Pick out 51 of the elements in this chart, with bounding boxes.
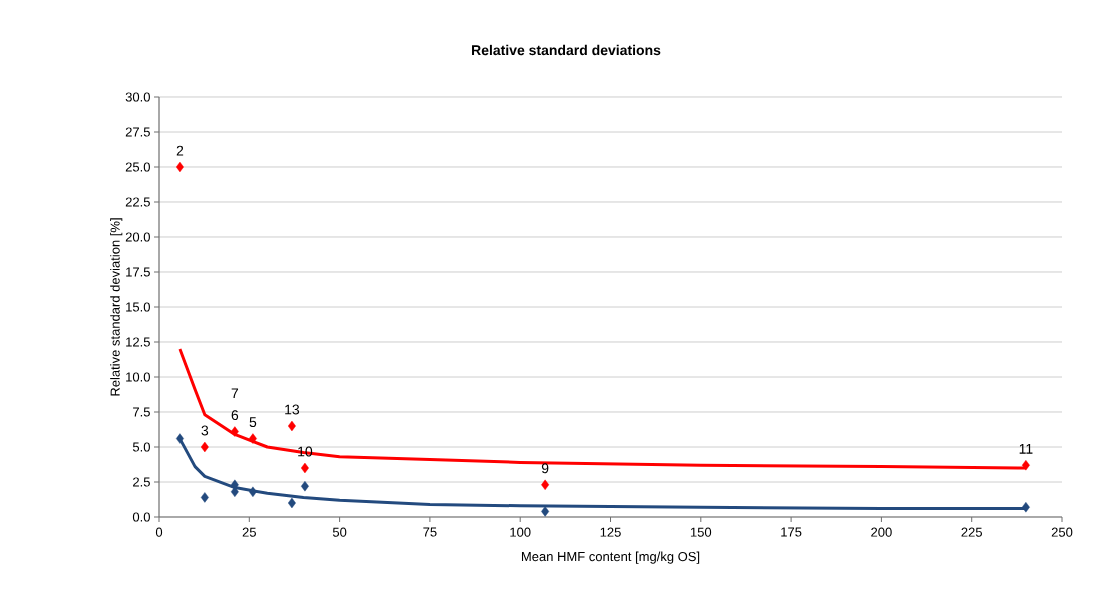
annotation: 11 [1019,444,1033,454]
x-tick-label: 125 [600,527,621,537]
x-tick-label: 25 [242,527,256,537]
annotation: 7 [231,388,239,399]
x-tick-label: 250 [1051,527,1073,537]
point [300,462,309,474]
y-tick-label: 2.5 [133,477,150,487]
annotation: 13 [285,404,300,415]
y-tick-label: 10.0 [126,372,150,382]
annotation: 9 [541,463,549,474]
point [248,433,257,444]
x-tick-label: 0 [155,527,163,537]
annotation: 6 [231,410,239,421]
annotation: 10 [298,446,313,457]
y-tick-label: 27.5 [125,127,150,137]
y-tick-label: 30.0 [125,92,150,102]
x-tick-label: 50 [332,527,347,537]
annotation: 5 [249,417,257,428]
x-tick-label: 200 [871,527,892,537]
chart-title: Relative standard deviations [472,44,661,56]
point [541,506,550,517]
point [230,479,239,490]
y-tick-label: 22.5 [125,197,150,207]
y-tick-label: 5.0 [132,442,150,452]
x-tick-label: 100 [510,527,531,537]
point [200,441,209,453]
point [248,486,257,497]
point [541,479,550,490]
x-tick-label: 75 [423,527,437,537]
y-tick-label: 20.0 [125,232,150,242]
y-tick-label: 25.0 [125,162,150,172]
annotation: 2 [176,145,184,156]
y-tick-label: 7.5 [133,407,150,417]
point [200,492,209,503]
x-tick-label: 175 [781,527,802,537]
y-tick-label: 15.0 [126,302,150,312]
y-tick-label: 17.5 [126,267,150,277]
annotation: 3 [201,425,209,436]
y-tick-label: 12.5 [126,337,150,347]
y-tick-label: 0.0 [132,512,150,522]
x-tick-label: 150 [690,527,712,537]
point [1021,460,1030,471]
y-axis-title: Relative standard deviation [%] [110,218,123,396]
point [287,420,296,432]
point [287,497,296,509]
point [176,433,184,444]
point [1021,502,1030,513]
x-tick-label: 225 [961,527,982,537]
point [230,426,239,437]
x-axis-title: Mean HMF content [mg/kg OS] [521,551,700,564]
point [300,481,309,492]
